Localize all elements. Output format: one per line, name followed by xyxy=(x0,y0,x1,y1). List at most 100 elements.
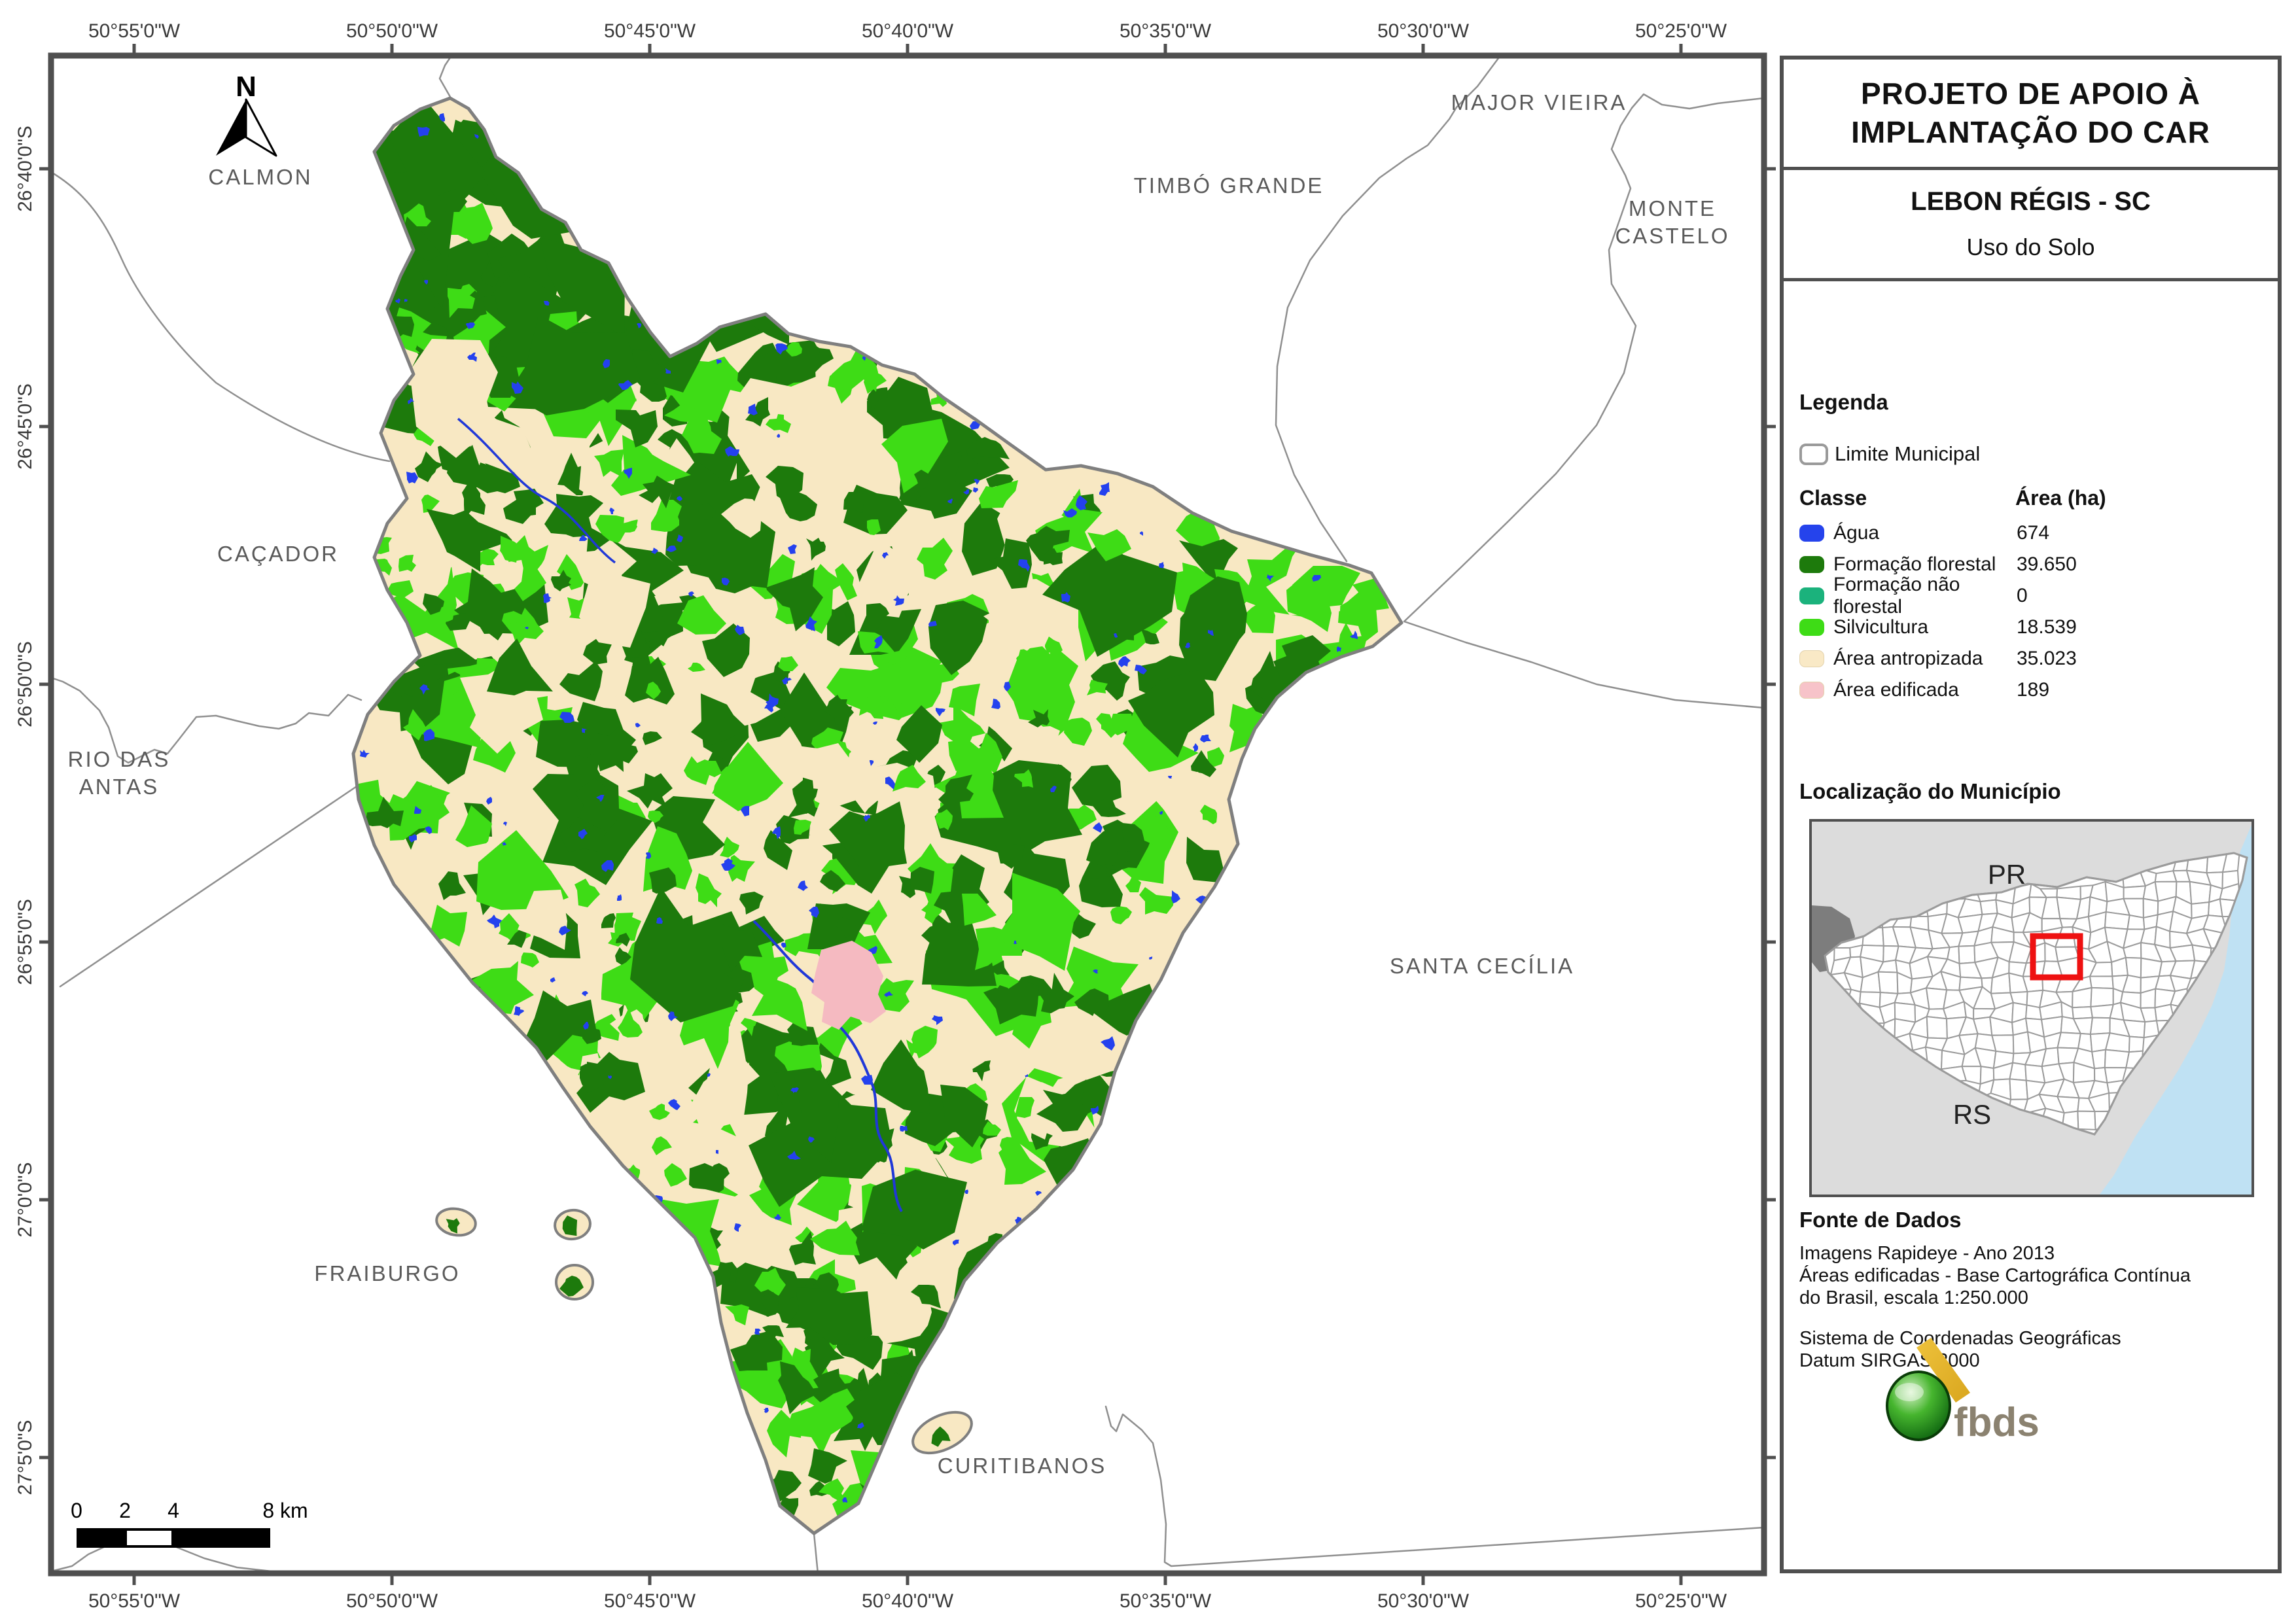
water-patch xyxy=(787,1151,801,1160)
water-patch xyxy=(466,323,475,329)
silviculture-patch xyxy=(754,1268,786,1296)
legend-swatch xyxy=(1799,619,1824,636)
silviculture-patch xyxy=(648,811,663,823)
anthropized-patch xyxy=(410,339,498,458)
water-patch xyxy=(808,1136,815,1143)
fonte-lines: Imagens Rapideye - Ano 2013 Áreas edific… xyxy=(1799,1242,2264,1309)
water-patch xyxy=(735,625,745,635)
water-patch xyxy=(1035,1191,1042,1196)
forest-patch xyxy=(616,410,658,447)
water-patch xyxy=(874,635,883,648)
water-patch xyxy=(601,860,614,872)
silviculture-patch xyxy=(949,684,980,716)
silviculture-patch xyxy=(728,855,755,882)
forest-patch xyxy=(867,387,888,411)
water-patch xyxy=(953,1240,959,1246)
water-patch xyxy=(722,578,730,585)
silviculture-patch xyxy=(574,879,600,907)
silviculture-patch xyxy=(1286,574,1332,632)
forest-patch xyxy=(1028,709,1050,727)
north-arrow: N xyxy=(216,71,277,157)
inset-municipality-cell xyxy=(2127,914,2146,930)
legend-class-label: Silvicultura xyxy=(1833,616,1929,638)
anthropized-patch xyxy=(932,1023,992,1073)
location-heading: Localização do Município xyxy=(1799,779,2061,803)
lat-label-left: 26°50'0"S xyxy=(14,641,36,727)
silviculture-patch xyxy=(521,952,539,968)
neighbor-place-label: CASTELO xyxy=(1615,224,1729,248)
neighbor-place-label: CAÇADOR xyxy=(217,542,339,566)
forest-patch xyxy=(559,661,603,701)
urban-area-patch xyxy=(811,941,886,1030)
legend-swatch xyxy=(1799,525,1824,542)
forest-patch xyxy=(698,503,716,520)
lat-label-left: 27°0'0"S xyxy=(14,1162,36,1237)
water-patch xyxy=(973,487,978,493)
water-patch xyxy=(1025,1074,1028,1077)
silviculture-patch xyxy=(439,606,459,623)
forest-patch xyxy=(986,474,1014,494)
silviculture-patch xyxy=(387,580,414,598)
silviculture-patch xyxy=(646,682,661,699)
water-patch xyxy=(1185,642,1190,648)
water-patch xyxy=(424,280,428,285)
silviculture-patch xyxy=(747,554,795,599)
water-patch xyxy=(873,722,877,725)
water-patch xyxy=(637,323,641,328)
water-patch xyxy=(617,894,622,901)
fragment-forest-patch xyxy=(562,1215,578,1236)
water-patch xyxy=(609,508,614,514)
scale-bar-end-label: 8 km xyxy=(262,1499,308,1522)
fonte-line: do Brasil, escala 1:250.000 xyxy=(1799,1287,2028,1308)
silviculture-patch xyxy=(1060,947,1139,1007)
water-patch xyxy=(1312,575,1321,582)
water-patch xyxy=(474,134,479,139)
lon-label-bottom: 50°45'0"W xyxy=(604,1590,696,1612)
silviculture-patch xyxy=(506,608,544,646)
silviculture-patch xyxy=(611,435,691,496)
anthropized-patch xyxy=(728,375,823,494)
fonte-line: Áreas edificadas - Base Cartográfica Con… xyxy=(1799,1265,2191,1286)
legend-row: Água 674 xyxy=(1799,517,2257,549)
lat-label-left: 26°55'0"S xyxy=(14,899,36,985)
forest-patch xyxy=(438,871,466,900)
anthropized-patch xyxy=(660,438,694,475)
silviculture-patch xyxy=(864,662,907,704)
silviculture-patch xyxy=(720,837,739,858)
water-patch xyxy=(772,826,781,839)
forest-patch xyxy=(762,1325,784,1340)
silviculture-patch xyxy=(1064,718,1092,746)
water-patch xyxy=(861,1075,873,1085)
water-patch xyxy=(688,591,694,597)
forest-patch xyxy=(583,638,612,665)
inset-municipality-cell xyxy=(2077,1110,2096,1130)
water-patch xyxy=(677,496,682,501)
inset-cell-grid xyxy=(1829,853,2241,1131)
scale-bar-body xyxy=(77,1528,270,1548)
water-patch xyxy=(502,842,506,846)
water-patch xyxy=(550,977,556,983)
water-patch xyxy=(1267,574,1274,582)
water-patch xyxy=(608,1075,612,1079)
neighbor-place-label: RIO DAS xyxy=(68,747,171,771)
municipal-boundary-line xyxy=(1403,93,1765,623)
forest-patch xyxy=(836,916,858,938)
forest-patch xyxy=(415,451,444,482)
inset-municipality-cell xyxy=(2143,1020,2160,1039)
fonte-heading: Fonte de Dados xyxy=(1799,1208,1962,1232)
municipality-fragment xyxy=(555,1264,594,1300)
water-patch xyxy=(596,795,605,802)
water-patch xyxy=(1135,665,1147,674)
inset-municipality-cell xyxy=(2091,1049,2107,1070)
inset-municipality-cell xyxy=(2057,1032,2082,1049)
water-patch xyxy=(487,915,502,928)
water-patch xyxy=(582,991,588,996)
neighbor-place-label: ANTAS xyxy=(79,775,160,799)
legend-heading: Legenda xyxy=(1799,390,1888,414)
silviculture-patch xyxy=(1016,648,1030,668)
neighbor-place-label: TIMBÓ GRANDE xyxy=(1134,173,1324,198)
silviculture-patch xyxy=(917,241,991,334)
legend-class-label: Área edificada xyxy=(1833,679,1959,701)
river-line xyxy=(752,920,903,1212)
water-patch xyxy=(764,1408,769,1413)
